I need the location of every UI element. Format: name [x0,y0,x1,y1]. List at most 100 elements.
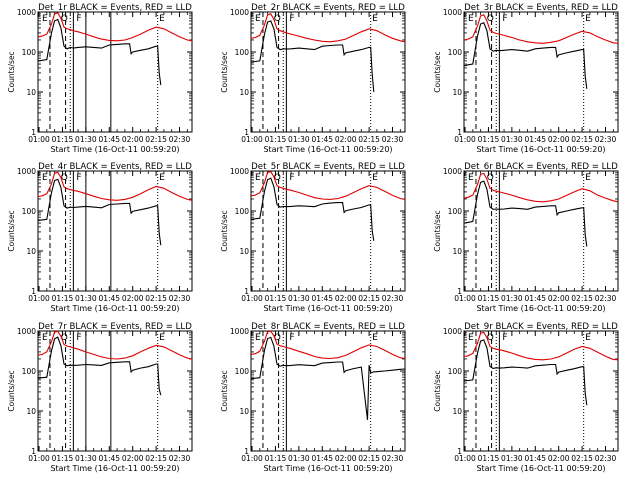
y-tick-label: 10 [26,88,36,97]
chart-panel-9: Det_9r BLACK = Events, RED = LLD 1 10 100 10… [433,322,619,473]
chart-title: Det_9r BLACK = Events, RED = LLD [464,322,618,332]
x-tick-label: 01:30 [75,135,97,144]
x-tick-label: 02:30 [382,454,404,463]
x-tick-label: 02:00 [548,294,570,303]
y-axis-label: Counts/sec [7,370,16,411]
x-tick-label: 01:00 [454,135,476,144]
x-tick-label: 01:15 [265,135,287,144]
chart-title: Det_1r BLACK = Events, RED = LLD [38,3,192,13]
y-tick-label: 100 [448,207,463,216]
series-line-lld [463,14,619,44]
annotation-label: Q [274,173,281,183]
series-line-lld [37,171,193,201]
plot-frame [250,330,406,452]
x-tick-label: 01:00 [454,454,476,463]
x-tick-label: 01:45 [524,454,546,463]
annotation-label: E [372,14,378,24]
annotation-label: Q [61,14,68,24]
x-tick-label: 01:30 [501,135,523,144]
chart-panel-2: Det_2r BLACK = Events, RED = LLD 1 10 100 10… [220,3,406,154]
x-tick-label: 01:15 [52,294,74,303]
x-tick-label: 02:00 [548,454,570,463]
annotation-label: Q [487,173,494,183]
annotation-label: F [502,14,507,24]
y-tick-label: 1000 [443,167,462,176]
x-tick-label: 01:45 [311,294,333,303]
series-line-lld [37,330,193,360]
x-tick-label: 01:30 [288,135,310,144]
y-tick-label: 10 [452,247,462,256]
y-tick-label: 100 [235,207,250,216]
y-axis-label: Counts/sec [220,370,229,411]
x-tick-label: 02:15 [358,294,380,303]
annotation-label: F [289,14,294,24]
x-tick-label: 02:30 [595,294,617,303]
x-tick-label: 01:00 [454,294,476,303]
x-tick-label: 01:00 [241,454,263,463]
x-axis-label: Start Time (16-Oct-11 00:59:20) [476,145,605,154]
x-tick-label: 02:30 [595,135,617,144]
annotation-label: E [468,173,474,183]
x-axis-label: Start Time (16-Oct-11 00:59:20) [50,464,179,473]
y-tick-label: 10 [452,407,462,416]
annotation-label: F [502,173,507,183]
y-tick-label: 1 [31,447,36,456]
x-tick-label: 01:00 [241,135,263,144]
x-tick-label: 01:30 [288,294,310,303]
y-tick-label: 1 [31,287,36,296]
chart-title: Det_6r BLACK = Events, RED = LLD [464,162,618,172]
chart-panel-8: Det_8r BLACK = Events, RED = LLD 1 10 100 10… [220,322,406,473]
annotation-label: E [159,333,165,343]
x-tick-label: 01:00 [28,135,50,144]
annotation-label: Q [61,333,68,343]
x-tick-label: 01:15 [265,294,287,303]
annotation-label: Q [61,173,68,183]
x-tick-label: 02:30 [169,454,191,463]
chart-title: Det_8r BLACK = Events, RED = LLD [251,322,405,332]
y-tick-label: 1000 [17,167,36,176]
x-tick-label: 01:30 [288,454,310,463]
y-tick-label: 1 [457,128,462,137]
x-tick-label: 02:15 [571,294,593,303]
x-tick-label: 02:00 [335,294,357,303]
plot-frame [463,170,619,292]
annotation-label: E [255,333,261,343]
y-tick-label: 10 [239,88,249,97]
y-tick-label: 10 [239,247,249,256]
annotation-label: Q [274,14,281,24]
x-tick-label: 02:15 [358,135,380,144]
series-line-events [463,21,588,89]
y-tick-label: 1000 [230,327,249,336]
series-line-events [250,20,375,93]
y-axis-label: Counts/sec [7,51,16,92]
annotation-label: F [76,14,81,24]
x-tick-label: 02:15 [145,294,167,303]
annotation-label: E [159,173,165,183]
plot-frame [37,330,193,452]
x-tick-label: 01:45 [524,294,546,303]
y-axis-label: Counts/sec [7,210,16,251]
annotation-label: F [289,333,294,343]
annotation-label: E [468,333,474,343]
x-tick-label: 01:45 [98,135,120,144]
y-axis-label: Counts/sec [433,210,442,251]
x-tick-label: 01:15 [52,454,74,463]
y-tick-label: 1000 [230,167,249,176]
y-tick-label: 1000 [17,8,36,17]
x-axis-label: Start Time (16-Oct-11 00:59:20) [263,464,392,473]
y-axis-label: Counts/sec [220,210,229,251]
chart-title: Det_7r BLACK = Events, RED = LLD [38,322,192,332]
chart-panel-7: Det_7r BLACK = Events, RED = LLD 1 10 100 10… [7,322,193,473]
x-tick-label: 02:15 [571,135,593,144]
annotation-label: Q [487,333,494,343]
y-tick-label: 1 [244,287,249,296]
series-line-events [250,177,375,241]
series-line-lld [250,171,406,200]
annotation-label: F [76,173,81,183]
x-tick-label: 01:45 [98,454,120,463]
series-line-events [37,178,162,246]
y-tick-label: 1 [31,128,36,137]
y-tick-label: 1 [244,128,249,137]
chart-panel-4: Det_4r BLACK = Events, RED = LLD 1 10 100 10… [7,162,193,313]
x-tick-label: 01:45 [311,454,333,463]
